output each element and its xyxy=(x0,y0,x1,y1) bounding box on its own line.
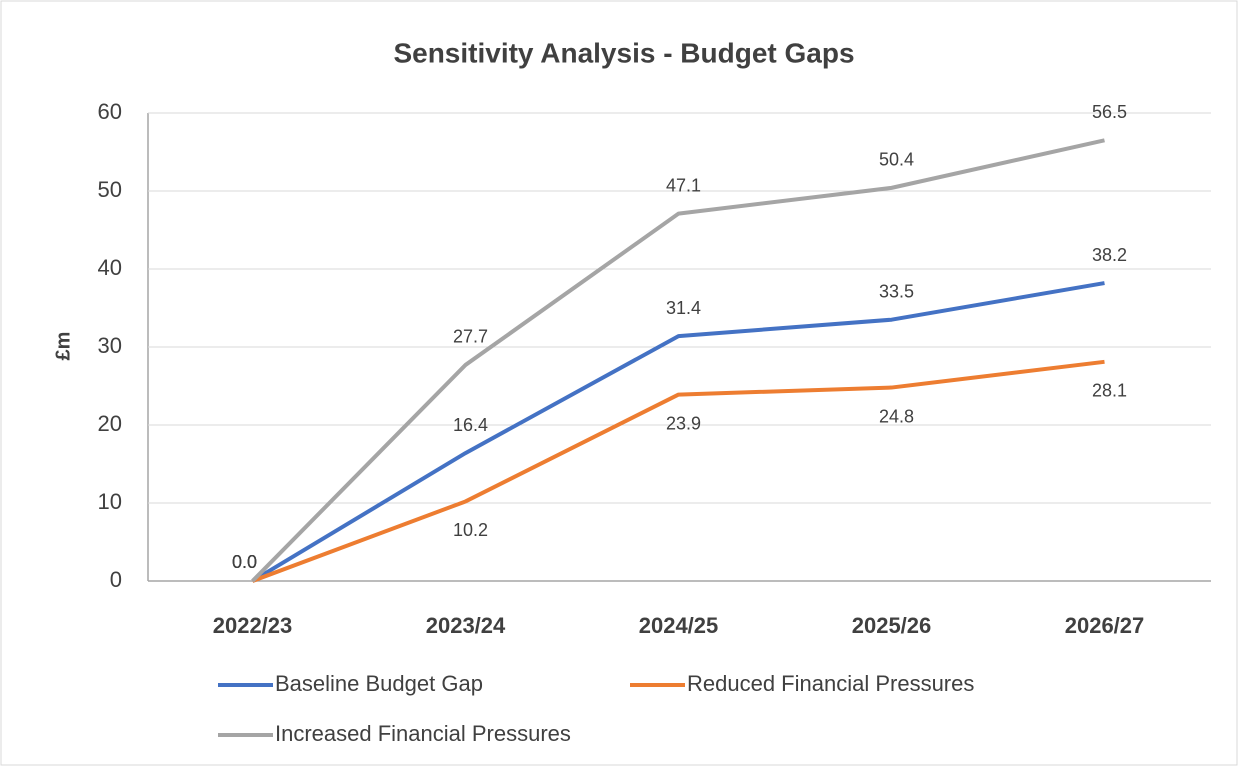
data-label: 27.7 xyxy=(453,327,488,347)
series-line xyxy=(251,359,1105,583)
data-label: 33.5 xyxy=(879,281,914,301)
legend-label: Increased Financial Pressures xyxy=(275,721,571,746)
y-tick-label: 10 xyxy=(98,489,122,514)
y-tick-label: 20 xyxy=(98,411,122,436)
y-tick-label: 40 xyxy=(98,255,122,280)
data-label: 47.1 xyxy=(666,175,701,195)
y-tick-label: 30 xyxy=(98,333,122,358)
data-label: 50.4 xyxy=(879,150,914,170)
x-tick-label: 2022/23 xyxy=(213,613,293,638)
data-label: 28.1 xyxy=(1092,381,1127,401)
data-label: 38.2 xyxy=(1092,245,1127,265)
y-tick-label: 50 xyxy=(98,177,122,202)
y-tick-label: 0 xyxy=(110,567,122,592)
y-axis-label: £m xyxy=(52,332,74,361)
x-tick-label: 2025/26 xyxy=(852,613,932,638)
data-label: 23.9 xyxy=(666,413,701,433)
x-tick-label: 2024/25 xyxy=(639,613,719,638)
data-label: 0.0 xyxy=(232,552,257,572)
data-label: 10.2 xyxy=(453,520,488,540)
chart-title: Sensitivity Analysis - Budget Gaps xyxy=(393,37,854,68)
data-label: 31.4 xyxy=(666,298,701,318)
data-label: 56.5 xyxy=(1092,102,1127,122)
legend-label: Reduced Financial Pressures xyxy=(687,671,974,696)
y-tick-label: 60 xyxy=(98,99,122,124)
data-label: 16.4 xyxy=(453,415,488,435)
series-line xyxy=(251,138,1105,583)
data-label: 0.0 xyxy=(232,552,257,572)
legend-label: Baseline Budget Gap xyxy=(275,671,483,696)
data-label: 24.8 xyxy=(879,406,914,426)
data-label: 0.0 xyxy=(232,552,257,572)
x-tick-label: 2023/24 xyxy=(426,613,506,638)
series-line xyxy=(251,281,1105,583)
x-tick-label: 2026/27 xyxy=(1065,613,1145,638)
